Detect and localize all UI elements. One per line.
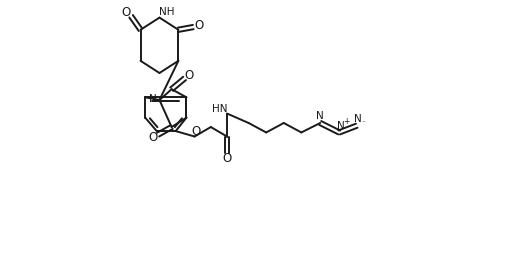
Text: N: N	[149, 94, 157, 104]
Text: +: +	[343, 117, 349, 126]
Text: O: O	[222, 152, 232, 165]
Text: O: O	[184, 69, 193, 82]
Text: NH: NH	[159, 7, 175, 17]
Text: ⁻: ⁻	[362, 118, 366, 127]
Text: O: O	[149, 131, 158, 144]
Text: O: O	[194, 19, 204, 32]
Text: N: N	[354, 114, 362, 124]
Text: O: O	[122, 6, 131, 19]
Text: HN: HN	[212, 104, 227, 114]
Text: O: O	[191, 125, 200, 138]
Text: N: N	[316, 111, 324, 121]
Text: N: N	[337, 121, 344, 131]
